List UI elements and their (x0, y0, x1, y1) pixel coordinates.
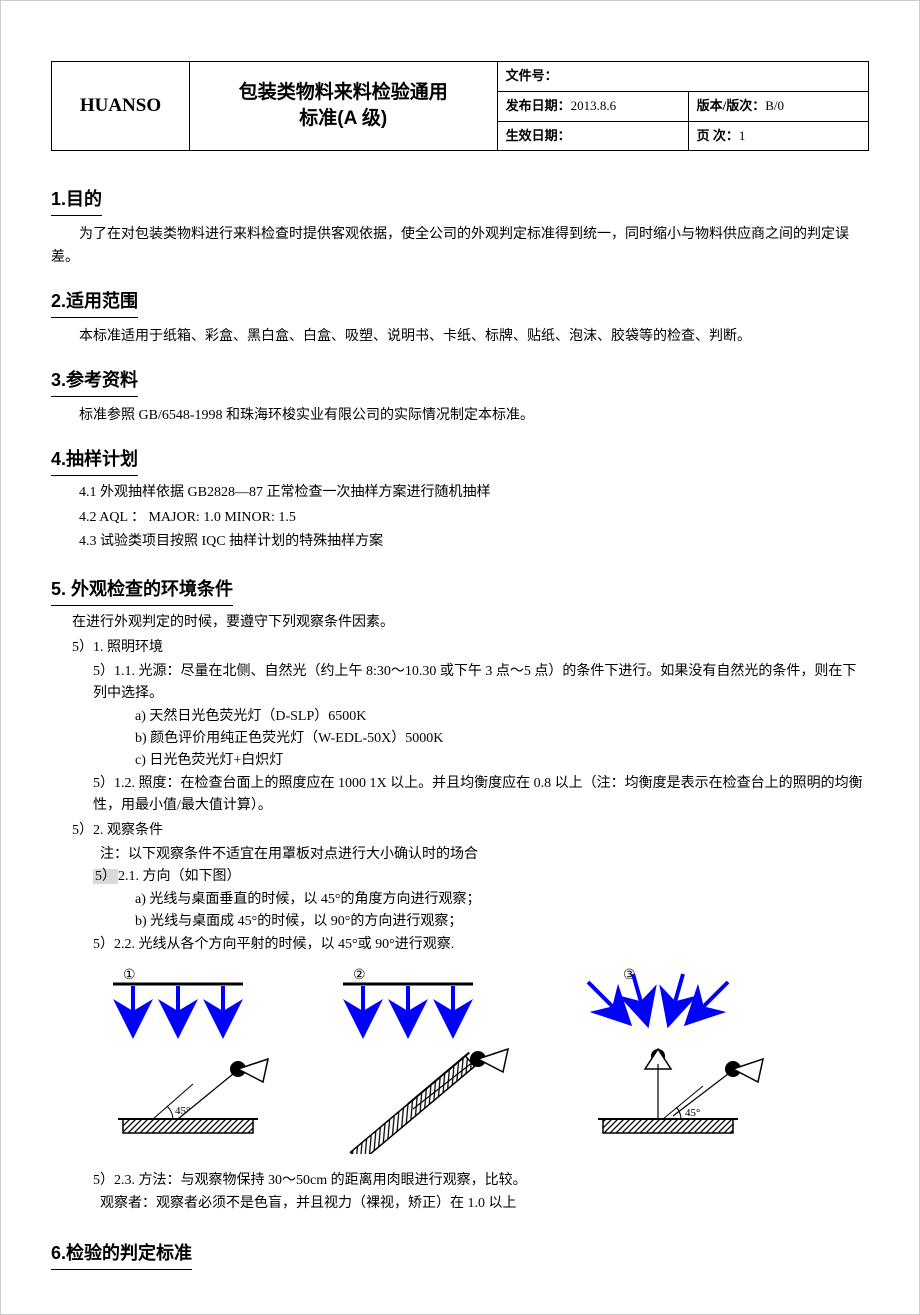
angle-3: 45° (685, 1107, 700, 1119)
version-label: 版本/版次： (697, 98, 766, 113)
eye-icon (470, 1049, 508, 1072)
s5-1-1-b: b) 颜色评价用纯正色荧光灯（W-EDL-50X）5000K (135, 728, 869, 750)
observation-diagram: ① 45° ② (93, 964, 869, 1162)
s5-2: 5）2. 观察条件 (72, 820, 869, 842)
title-line1: 包装类物料来料检验通用 (239, 82, 448, 103)
section-5-intro: 在进行外观判定的时候，要遵守下列观察条件因素。 (72, 612, 869, 634)
issue-date-cell: 发布日期：2013.8.6 (497, 91, 688, 121)
s5-2-1: 5）2.1. 方向（如下图） (93, 866, 869, 888)
s5-1-2: 5）1.2. 照度：在检查台面上的照度应在 1000 1X 以上。并且均衡度应在… (93, 773, 869, 818)
s5-2-2: 5）2.2. 光线从各个方向平射的时候，以 45°或 90°进行观察. (93, 934, 869, 956)
section-5-title: 5. 外观检查的环境条件 (51, 575, 233, 606)
s5-2-1-a: a) 光线与桌面垂直的时候，以 45°的角度方向进行观察； (135, 889, 869, 911)
section-6-title: 6.检验的判定标准 (51, 1239, 192, 1270)
section-3-text: 标准参照 GB/6548-1998 和珠海环梭实业有限公司的实际情况制定本标准。 (51, 405, 869, 427)
s5-2-note: 注：以下观察条件不适宜在用罩板对点进行大小确认时的场合 (100, 844, 869, 866)
page-label: 页 次： (697, 128, 739, 143)
diagram-1-label: ① (123, 968, 136, 983)
diagram-3: ③ (588, 968, 763, 1133)
s5-1-1-c: c) 日光色荧光灯+白炽灯 (135, 750, 869, 772)
section-4-2: 4.2 AQL ： MAJOR: 1.0 MINOR: 1.5 (79, 507, 869, 529)
diagram-2: ② (343, 968, 508, 1154)
section-2-text: 本标准适用于纸箱、彩盒、黑白盒、白盒、吸塑、说明书、卡纸、标牌、贴纸、泡沫、胶袋… (51, 326, 869, 348)
brand-cell: HUANSO (52, 62, 190, 151)
s5-1-1-a: a) 天然日光色荧光灯（D-SLP）6500K (135, 706, 869, 728)
section-1-text: 为了在对包装类物料进行来料检查时提供客观依据，使全公司的外观判定标准得到统一，同… (51, 224, 869, 269)
version: B/0 (765, 98, 784, 113)
page-cell: 页 次：1 (688, 121, 868, 151)
angle-1: 45° (175, 1105, 190, 1117)
diagram-1: ① 45° (113, 968, 268, 1133)
title-line2: 标准(A 级) (299, 108, 387, 129)
effective-label: 生效日期： (506, 128, 571, 143)
doc-no-cell: 文件号： (497, 62, 868, 92)
section-3-title: 3.参考资料 (51, 366, 138, 397)
eye-icon (230, 1059, 268, 1082)
diagram-2-label: ② (353, 968, 366, 983)
section-1-title: 1.目的 (51, 185, 102, 216)
s5-2-1-rest: 2.1. 方向（如下图） (118, 869, 241, 884)
s5-2-1-hl: 5） (93, 869, 118, 884)
s5-2-1-b: b) 光线与桌面成 45°的时候，以 90°的方向进行观察； (135, 911, 869, 933)
diagram-svg: ① 45° ② (93, 964, 793, 1154)
issue-date: 2013.8.6 (571, 98, 617, 113)
s5-2-3: 5）2.3. 方法：与观察物保持 30～50cm 的距离用肉眼进行观察，比较。 (93, 1170, 869, 1192)
section-4-1: 4.1 外观抽样依据 GB2828—87 正常检查一次抽样方案进行随机抽样 (79, 482, 869, 504)
section-4-title: 4.抽样计划 (51, 445, 138, 476)
s5-2-observer: 观察者：观察者必须不是色盲，并且视力（裸视，矫正）在 1.0 以上 (100, 1193, 869, 1215)
s5-1-1: 5）1.1. 光源：尽量在北侧、自然光（约上午 8:30～10.30 或下午 3… (93, 661, 869, 706)
version-cell: 版本/版次：B/0 (688, 91, 868, 121)
doc-title-cell: 包装类物料来料检验通用 标准(A 级) (189, 62, 497, 151)
eye-icon (725, 1059, 763, 1082)
s5-1: 5）1. 照明环境 (72, 637, 869, 659)
effective-cell: 生效日期： (497, 121, 688, 151)
issue-date-label: 发布日期： (506, 98, 571, 113)
page-num: 1 (739, 128, 746, 143)
doc-no-label: 文件号： (506, 68, 558, 83)
document-header-table: HUANSO 包装类物料来料检验通用 标准(A 级) 文件号： 发布日期：201… (51, 61, 869, 151)
section-2-title: 2.适用范围 (51, 287, 138, 318)
section-4-3: 4.3 试验类项目按照 IQC 抽样计划的特殊抽样方案 (79, 531, 869, 553)
